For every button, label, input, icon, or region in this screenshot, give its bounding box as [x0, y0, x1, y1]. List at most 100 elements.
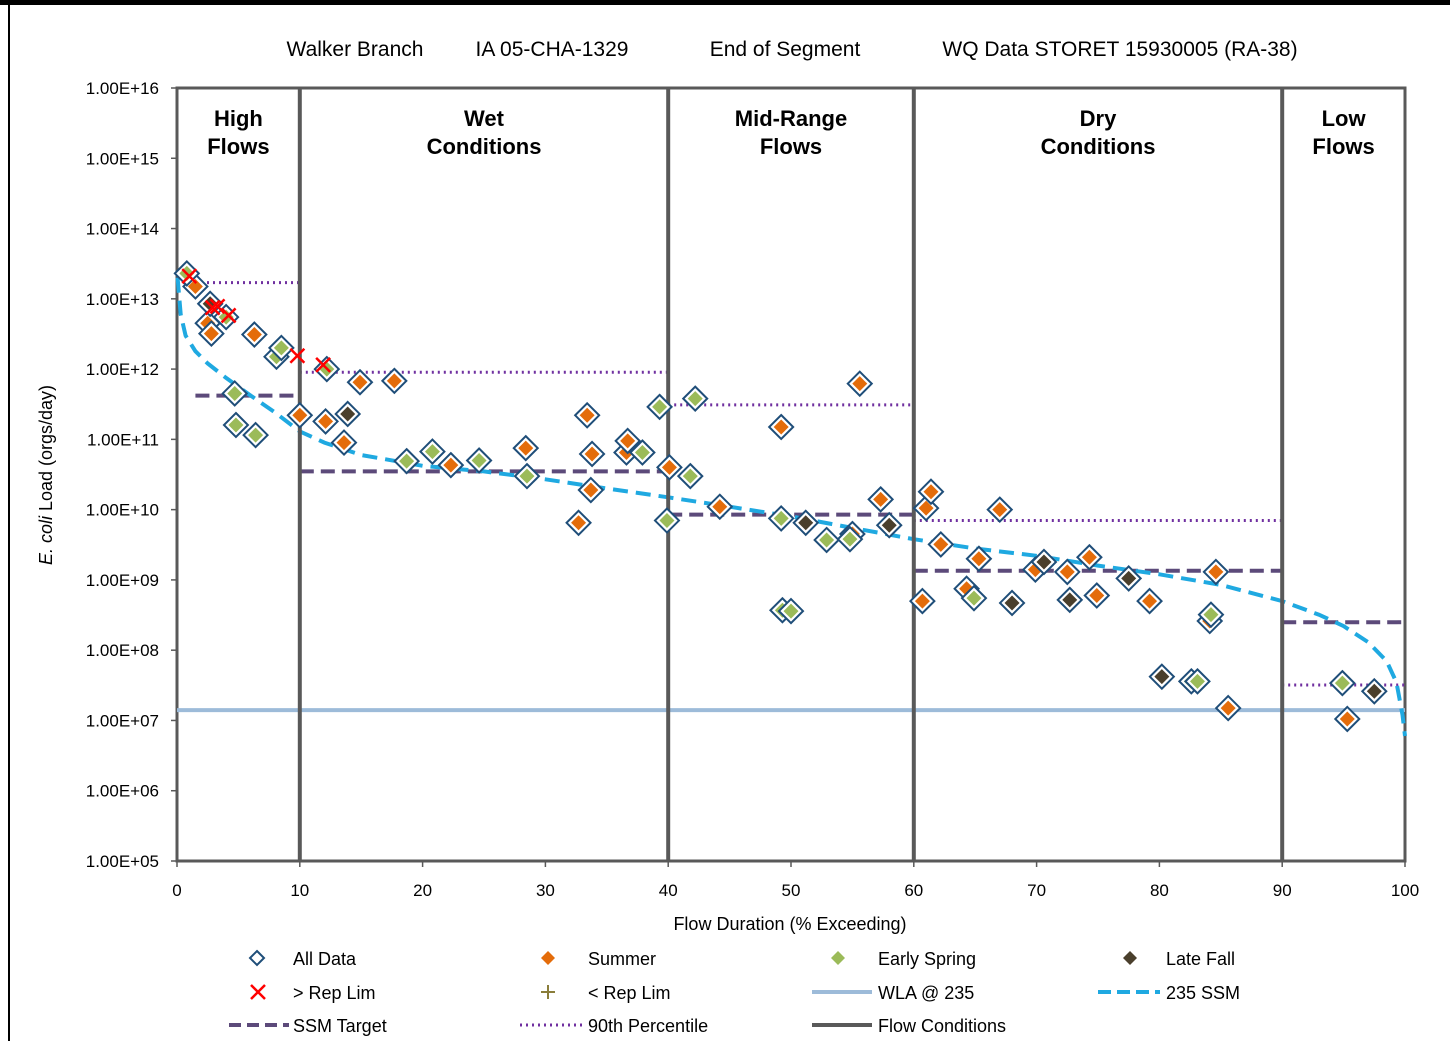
season-point [246, 327, 262, 343]
y-tick-label: 1.00E+08 [86, 641, 159, 660]
season-point [852, 376, 868, 392]
y-tick-label: 1.00E+10 [86, 501, 159, 520]
title-location: End of Segment [710, 38, 861, 61]
season-point [1142, 593, 1158, 609]
season-point [1154, 669, 1170, 685]
plot-border [175, 86, 1407, 863]
title-wq-data: WQ Data STORET 15930005 (RA-38) [942, 38, 1297, 61]
season-point [1004, 595, 1020, 611]
legend-label: Flow Conditions [878, 1016, 1006, 1036]
flow-zone-label: Low [1322, 106, 1367, 131]
season-point [584, 446, 600, 462]
season-point [519, 468, 535, 484]
flow-zone-label: Dry [1080, 106, 1117, 131]
season-point [228, 417, 244, 433]
season-point [819, 532, 835, 548]
legend-early-spring-marker [831, 951, 845, 965]
flow-zone-label: Conditions [427, 134, 542, 159]
legend-label: 235 SSM [1166, 983, 1240, 1003]
legend-label: 90th Percentile [588, 1016, 708, 1036]
season-point [336, 435, 352, 451]
y-axis-title-italic: E. coli [36, 515, 56, 565]
season-point [1089, 587, 1105, 603]
season-point [583, 482, 599, 498]
season-point [1059, 564, 1075, 580]
season-point [187, 278, 203, 294]
left-border [8, 5, 10, 1041]
season-point [773, 419, 789, 435]
flow-zone-label: Conditions [1041, 134, 1156, 159]
legend-label: WLA @ 235 [878, 983, 974, 1003]
season-point [340, 406, 356, 422]
season-point [1121, 570, 1137, 586]
x-tick-label: 10 [290, 881, 309, 900]
legend-over-rep-limit-marker [250, 984, 266, 1000]
season-point [712, 499, 728, 515]
legend-label: Summer [588, 949, 656, 969]
season-point [1366, 683, 1382, 699]
season-point [783, 603, 799, 619]
y-tick-label: 1.00E+11 [87, 430, 159, 449]
legend-label: Early Spring [878, 949, 976, 969]
season-point [661, 459, 677, 475]
over-rep-limit-point [315, 356, 332, 373]
legend-under-rep-limit-marker [541, 985, 555, 999]
y-tick-label: 1.00E+15 [86, 149, 159, 168]
y-tick-label: 1.00E+06 [86, 782, 159, 801]
season-point [687, 391, 703, 407]
y-tick-label: 1.00E+14 [86, 220, 159, 239]
legend-label: All Data [293, 949, 357, 969]
season-point [579, 407, 595, 423]
season-point [842, 531, 858, 547]
over-rep-limit-point [289, 347, 306, 364]
season-point [992, 502, 1008, 518]
x-tick-label: 100 [1391, 881, 1419, 900]
flow-zone-label: High [214, 106, 263, 131]
x-tick-label: 30 [536, 881, 555, 900]
flow-zone-label: Mid-Range [735, 106, 847, 131]
season-point [798, 515, 814, 531]
season-point [773, 510, 789, 526]
y-axis-title-rest: Load (orgs/day) [36, 385, 56, 516]
flow-zone-label: Flows [1312, 134, 1374, 159]
y-tick-label: 1.00E+07 [86, 711, 159, 730]
season-point [914, 593, 930, 609]
season-point [652, 399, 668, 415]
legend-summer-marker [541, 951, 555, 965]
season-point [443, 457, 459, 473]
legend-label: SSM Target [293, 1016, 387, 1036]
season-point [971, 551, 987, 567]
x-tick-label: 0 [172, 881, 181, 900]
season-point [1339, 711, 1355, 727]
y-tick-label: 1.00E+12 [86, 360, 159, 379]
season-point [918, 500, 934, 516]
season-point [1036, 554, 1052, 570]
x-tick-label: 60 [904, 881, 923, 900]
season-point [881, 517, 897, 533]
over-rep-limit-point [181, 268, 198, 285]
y-tick-label: 1.00E+09 [86, 571, 159, 590]
season-point [386, 373, 402, 389]
legend: All Data Summer Early Spring Late Fall > Rep… [229, 949, 1240, 1036]
season-point [634, 445, 650, 461]
season-point [933, 536, 949, 552]
season-point [292, 407, 308, 423]
flow-zone-label: Flows [207, 134, 269, 159]
season-point [352, 374, 368, 390]
season-point [203, 326, 219, 342]
season-point [471, 453, 487, 469]
season-point [399, 453, 415, 469]
legend-all-data-marker [248, 949, 266, 967]
season-point [873, 491, 889, 507]
season-point [1334, 675, 1350, 691]
season-point [1203, 607, 1219, 623]
season-point [1081, 549, 1097, 565]
over-rep-limit-point [209, 298, 226, 315]
season-point [1189, 673, 1205, 689]
legend-label: < Rep Lim [588, 983, 671, 1003]
y-tick-label: 1.00E+13 [86, 290, 159, 309]
season-point [659, 513, 675, 529]
top-border [0, 0, 1450, 5]
